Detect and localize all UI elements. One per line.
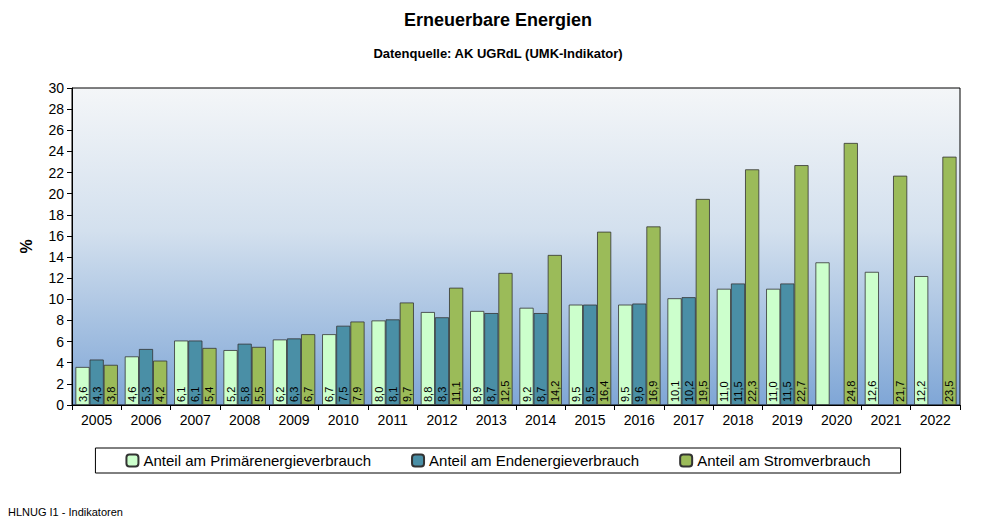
svg-text:4,2: 4,2 <box>154 387 166 402</box>
svg-text:16,4: 16,4 <box>598 381 610 402</box>
svg-text:22: 22 <box>48 165 64 181</box>
svg-text:9,6: 9,6 <box>633 387 645 402</box>
svg-text:Anteil am Endenergieverbrauch: Anteil am Endenergieverbrauch <box>429 452 639 469</box>
svg-text:Anteil am Stromverbrauch: Anteil am Stromverbrauch <box>697 452 870 469</box>
svg-text:6,1: 6,1 <box>175 387 187 402</box>
svg-text:7,9: 7,9 <box>351 387 363 402</box>
svg-text:8,1: 8,1 <box>387 387 399 402</box>
svg-text:5,4: 5,4 <box>203 387 215 402</box>
svg-text:4,6: 4,6 <box>126 387 138 402</box>
svg-text:2019: 2019 <box>772 412 803 428</box>
svg-text:Erneuerbare Energien: Erneuerbare Energien <box>404 10 592 30</box>
svg-text:14,2: 14,2 <box>549 381 561 402</box>
svg-text:8: 8 <box>56 312 64 328</box>
svg-text:2008: 2008 <box>229 412 260 428</box>
svg-text:3,8: 3,8 <box>105 387 117 402</box>
svg-text:9,5: 9,5 <box>619 387 631 402</box>
svg-text:2018: 2018 <box>722 412 753 428</box>
svg-text:5,8: 5,8 <box>239 387 251 402</box>
svg-text:2009: 2009 <box>278 412 309 428</box>
svg-text:11,5: 11,5 <box>732 381 744 402</box>
svg-text:4: 4 <box>56 355 64 371</box>
svg-text:2015: 2015 <box>574 412 605 428</box>
svg-text:16,9: 16,9 <box>647 381 659 402</box>
svg-text:2014: 2014 <box>525 412 556 428</box>
svg-text:8,8: 8,8 <box>422 387 434 402</box>
svg-text:2: 2 <box>56 376 64 392</box>
svg-text:9,7: 9,7 <box>401 387 413 402</box>
svg-text:30: 30 <box>48 80 64 96</box>
svg-text:11,0: 11,0 <box>767 381 779 402</box>
svg-text:11,0: 11,0 <box>718 381 730 402</box>
svg-text:8,3: 8,3 <box>436 387 448 402</box>
svg-text:6,7: 6,7 <box>323 387 335 402</box>
svg-text:28: 28 <box>48 101 64 117</box>
svg-text:23,5: 23,5 <box>943 381 955 402</box>
svg-text:6,7: 6,7 <box>302 387 314 402</box>
svg-text:22,3: 22,3 <box>746 381 758 402</box>
svg-text:7,5: 7,5 <box>337 387 349 402</box>
svg-text:4,3: 4,3 <box>91 387 103 402</box>
svg-text:18: 18 <box>48 207 64 223</box>
svg-text:6,2: 6,2 <box>274 387 286 402</box>
svg-text:2022: 2022 <box>920 412 951 428</box>
svg-text:2021: 2021 <box>870 412 901 428</box>
svg-text:8,7: 8,7 <box>535 387 547 402</box>
svg-text:2013: 2013 <box>476 412 507 428</box>
svg-text:5,2: 5,2 <box>225 387 237 402</box>
svg-text:8,7: 8,7 <box>485 387 497 402</box>
svg-text:12,2: 12,2 <box>915 381 927 402</box>
svg-text:Anteil am Primärenergieverbrau: Anteil am Primärenergieverbrauch <box>143 452 371 469</box>
svg-text:8,9: 8,9 <box>471 387 483 402</box>
svg-text:22,7: 22,7 <box>795 381 807 402</box>
svg-text:12,6: 12,6 <box>866 381 878 402</box>
svg-text:10,2: 10,2 <box>683 381 695 402</box>
svg-text:21,7: 21,7 <box>894 381 906 402</box>
svg-text:3,6: 3,6 <box>77 387 89 402</box>
svg-text:2011: 2011 <box>378 412 408 428</box>
svg-text:5,3: 5,3 <box>140 387 152 402</box>
svg-text:HLNUG I1 - Indikatoren: HLNUG I1 - Indikatoren <box>8 506 123 518</box>
svg-text:8,0: 8,0 <box>373 387 385 402</box>
svg-text:11,1: 11,1 <box>450 381 462 402</box>
svg-text:2006: 2006 <box>130 412 161 428</box>
svg-text:9,2: 9,2 <box>521 387 533 402</box>
svg-text:%: % <box>18 239 35 253</box>
svg-text:2017: 2017 <box>673 412 704 428</box>
svg-text:14: 14 <box>48 249 64 265</box>
svg-text:2016: 2016 <box>624 412 655 428</box>
svg-text:10: 10 <box>48 291 64 307</box>
svg-text:10,1: 10,1 <box>669 381 681 402</box>
svg-text:16: 16 <box>48 228 64 244</box>
svg-text:24: 24 <box>48 143 64 159</box>
svg-text:2012: 2012 <box>426 412 457 428</box>
svg-text:Datenquelle: AK UGRdL (UMK-Ind: Datenquelle: AK UGRdL (UMK-Indikator) <box>373 46 622 61</box>
svg-text:20: 20 <box>48 186 64 202</box>
svg-text:12: 12 <box>48 270 64 286</box>
svg-text:6,3: 6,3 <box>288 387 300 402</box>
svg-text:9,5: 9,5 <box>584 387 596 402</box>
svg-text:12,5: 12,5 <box>499 381 511 402</box>
svg-text:6: 6 <box>56 334 64 350</box>
svg-text:5,5: 5,5 <box>253 387 265 402</box>
svg-text:2010: 2010 <box>328 412 359 428</box>
svg-text:0: 0 <box>56 397 64 413</box>
svg-text:24,8: 24,8 <box>845 381 857 402</box>
svg-text:2020: 2020 <box>821 412 852 428</box>
svg-text:26: 26 <box>48 122 64 138</box>
svg-text:19,5: 19,5 <box>697 381 709 402</box>
svg-text:9,5: 9,5 <box>570 387 582 402</box>
svg-text:11,5: 11,5 <box>781 381 793 402</box>
svg-text:2005: 2005 <box>81 412 112 428</box>
svg-text:2007: 2007 <box>180 412 211 428</box>
svg-text:6,1: 6,1 <box>189 387 201 402</box>
